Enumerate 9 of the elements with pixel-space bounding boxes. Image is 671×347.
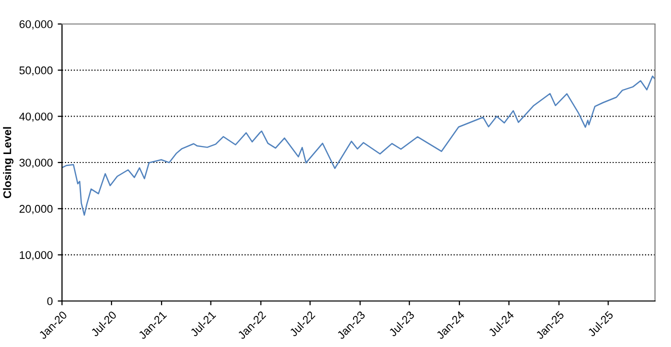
y-tick-label: 60,000 bbox=[20, 20, 53, 30]
y-tick-label: 40,000 bbox=[19, 112, 53, 122]
y-tick-label: 0 bbox=[47, 297, 53, 306]
y-tick-label: 20,000 bbox=[20, 204, 53, 214]
y-tick-label: 50,000 bbox=[19, 66, 53, 76]
y-tick-label: 10,000 bbox=[20, 251, 53, 260]
y-axis-title: Closing Level bbox=[3, 127, 14, 198]
y-tick-label: 30,000 bbox=[19, 158, 53, 168]
line-series bbox=[62, 76, 655, 216]
